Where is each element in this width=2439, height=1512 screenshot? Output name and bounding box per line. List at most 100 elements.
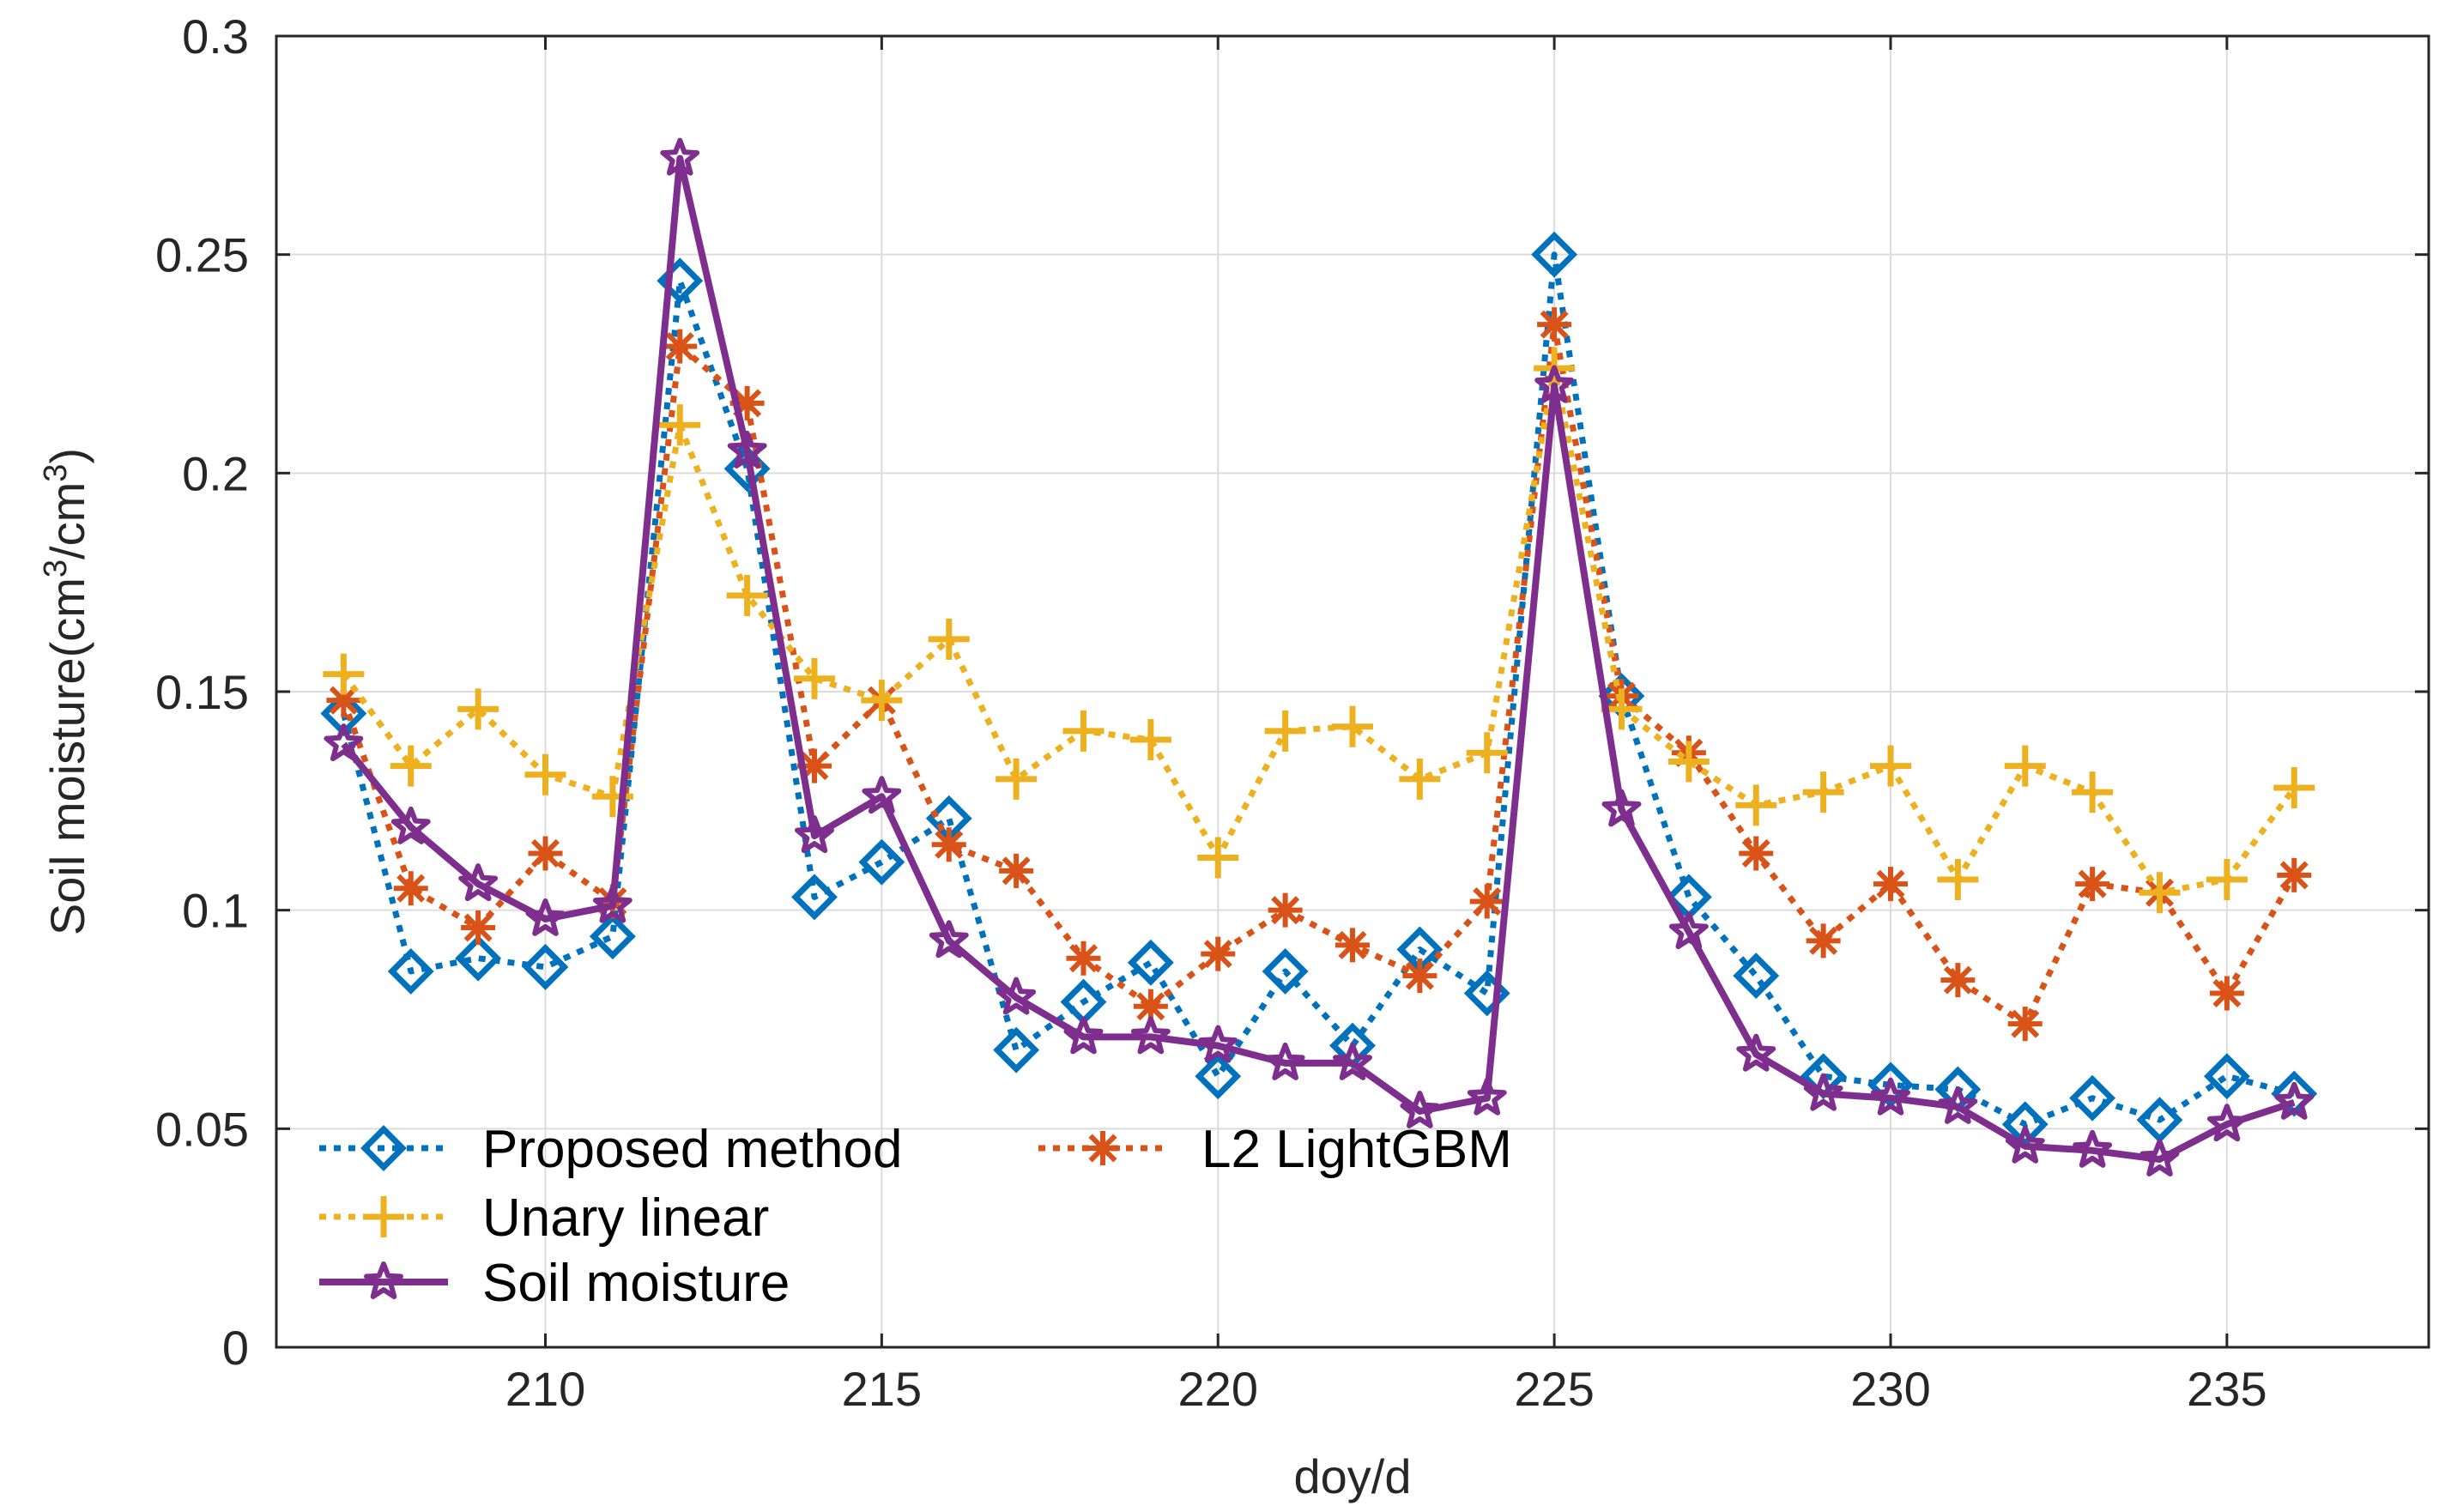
y-tick-label: 0.05: [155, 1102, 249, 1156]
data-point: [858, 838, 905, 886]
data-point: [1601, 789, 1642, 827]
data-point: [1332, 705, 1373, 747]
legend-sample-lightgbm: [1038, 1131, 1167, 1165]
legend-entry-unary: Unary linear: [319, 1188, 769, 1248]
series-line: [341, 154, 2296, 1163]
data-point: [996, 758, 1038, 800]
data-point: [1402, 959, 1437, 994]
legend-label-lightgbm: L2 LightGBM: [1201, 1120, 1512, 1179]
data-point: [524, 753, 566, 795]
legend-entry-soil: Soil moisture: [319, 1254, 790, 1313]
legend-entry-proposed: Proposed method: [319, 1120, 902, 1179]
data-point: [387, 948, 434, 995]
data-point: [525, 898, 566, 936]
data-point: [659, 404, 701, 446]
data-point: [1871, 1077, 1910, 1116]
data-point: [455, 934, 502, 982]
data-point: [2005, 1125, 2045, 1164]
data-point: [1531, 231, 1578, 278]
data-point: [1467, 1077, 1507, 1116]
data-point: [2139, 872, 2181, 914]
data-point: [461, 910, 496, 946]
data-point: [1133, 989, 1168, 1024]
data-point: [929, 920, 969, 959]
legend-entry-lightgbm: L2 LightGBM: [1038, 1120, 1512, 1179]
data-point: [2069, 1074, 2116, 1122]
data-point: [1400, 1091, 1440, 1128]
data-point: [390, 806, 431, 844]
data-point: [1127, 939, 1174, 986]
data-point: [1262, 948, 1309, 995]
data-point: [2203, 1053, 2250, 1100]
data-point: [1466, 732, 1508, 774]
data-point: [1870, 745, 1911, 787]
data-point: [2206, 859, 2248, 901]
data-point: [1197, 837, 1239, 879]
series-unary-linear: [323, 348, 2315, 914]
legend-marker: [364, 1261, 403, 1299]
data-point: [323, 653, 365, 695]
legend-marker: [360, 1125, 407, 1171]
data-point: [1063, 1016, 1104, 1055]
x-axis: 210 215 220 225 230 235: [505, 36, 2267, 1416]
data-point: [2209, 976, 2244, 1011]
data-point: [1399, 758, 1441, 800]
data-point: [393, 871, 428, 906]
data-point: [2273, 767, 2315, 809]
data-point: [1264, 710, 1306, 752]
data-point: [589, 913, 636, 960]
data-point: [1130, 1016, 1171, 1055]
data-point: [931, 827, 966, 862]
x-axis-title: doy/d: [1294, 1449, 1412, 1503]
data-point: [1129, 719, 1171, 761]
data-point: [727, 430, 767, 469]
data-point: [1469, 884, 1504, 919]
data-point: [861, 680, 903, 722]
data-point: [791, 874, 838, 921]
data-point: [862, 776, 902, 814]
data-point: [1802, 771, 1844, 813]
data-point: [1198, 1025, 1238, 1063]
data-point: [1806, 923, 1841, 959]
data-point: [2274, 1081, 2315, 1120]
data-point: [1735, 784, 1777, 826]
data-point: [522, 943, 569, 990]
legend-label-proposed: Proposed method: [482, 1120, 902, 1179]
data-point: [2007, 1007, 2043, 1042]
data-point: [2206, 1104, 2247, 1142]
data-point: [1062, 710, 1105, 752]
data-point: [591, 776, 633, 818]
data-point: [2072, 771, 2114, 813]
data-point: [2075, 867, 2110, 902]
y-axis-title-base: Soil moisture(cm: [40, 578, 94, 935]
data-point: [1066, 940, 1101, 976]
data-point: [1873, 867, 1908, 902]
y-axis-title-mid: /cm: [40, 482, 94, 559]
y-tick-label: 0.15: [155, 665, 249, 719]
legend-sample-unary: [319, 1196, 448, 1237]
data-point: [1335, 928, 1370, 963]
y-tick-label: 0.25: [155, 228, 249, 282]
data-point: [2139, 1139, 2180, 1176]
data-point: [928, 618, 970, 660]
data-point: [1937, 859, 1979, 901]
data-point: [2073, 1129, 2113, 1168]
y-tick-label: 0.3: [182, 9, 249, 64]
data-point: [1668, 911, 1709, 950]
y-axis: 0 0.05 0.1 0.15 0.2 0.25 0.3: [155, 9, 2429, 1375]
data-point: [1195, 1053, 1242, 1100]
y-tick-label: 0.1: [182, 884, 249, 938]
data-point: [795, 815, 834, 854]
y-tick-label: 0.2: [182, 446, 249, 500]
data-point: [2004, 745, 2046, 787]
data-point: [1333, 1042, 1372, 1080]
data-point: [1265, 1042, 1305, 1080]
y-axis-title: Soil moisture(cm3/cm3): [38, 448, 94, 935]
data-point: [457, 688, 499, 730]
series-group: [320, 137, 2318, 1176]
y-axis-title-sup2: 3: [38, 464, 74, 482]
data-point: [794, 657, 835, 699]
data-point: [1537, 307, 1572, 342]
data-point: [1268, 892, 1303, 928]
